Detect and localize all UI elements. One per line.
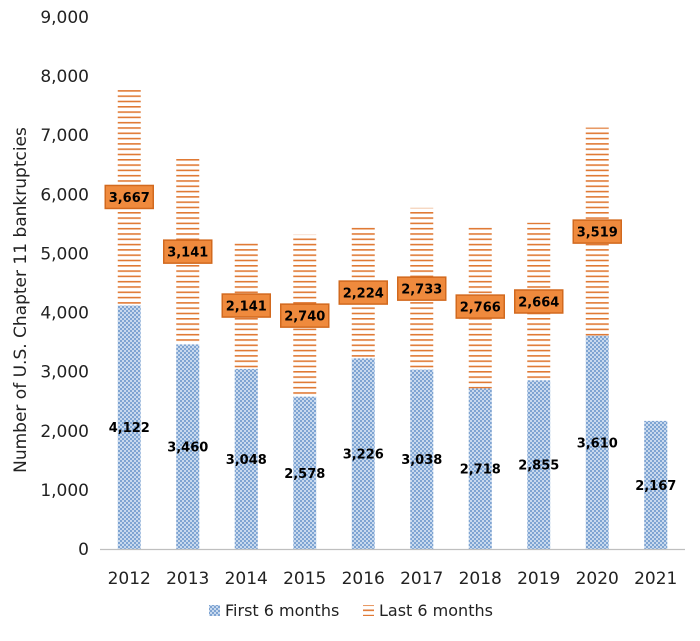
data-label-last-6-months: 3,141 [167, 246, 208, 261]
x-tick-label: 2020 [576, 569, 619, 589]
data-label-first-6-months: 4,122 [109, 421, 150, 436]
legend-label-last-6-months: Last 6 months [379, 601, 493, 620]
x-axis: 2012 2013 2014 2015 2016 2017 2018 2019 2020 2021 [100, 548, 685, 589]
bar-first-6-months [644, 420, 668, 549]
data-label-first-6-months: 2,167 [635, 479, 676, 494]
data-label-box [338, 280, 388, 305]
y-tick-label: 1,000 [40, 481, 89, 501]
data-label-last-6-months: 2,740 [284, 310, 325, 325]
data-label-first-6-months: 2,855 [518, 459, 559, 474]
x-tick-label: 2018 [459, 569, 502, 589]
legend-swatch-last-6-months [363, 605, 374, 616]
x-tick-label: 2013 [166, 569, 209, 589]
x-tick-label: 2017 [400, 569, 443, 589]
bar-first-6-months [351, 358, 375, 549]
bar-first-6-months [293, 396, 317, 549]
y-tick-label: 8,000 [40, 67, 89, 87]
data-label-box [104, 184, 154, 210]
data-label-box [221, 293, 271, 318]
data-label-first-6-months: 3,048 [226, 453, 267, 468]
x-tick-label: 2014 [225, 569, 268, 589]
data-label-box [514, 289, 564, 314]
data-label-box [397, 276, 447, 301]
y-tick-label: 2,000 [40, 422, 89, 442]
bar-first-6-months [234, 368, 258, 549]
data-label-last-6-months: 2,766 [460, 301, 501, 316]
data-label-first-6-months: 3,226 [343, 448, 384, 463]
y-tick-label: 3,000 [40, 363, 89, 383]
x-tick-label: 2019 [517, 569, 560, 589]
bar-first-6-months [176, 344, 200, 549]
data-labels: 4,122 3,667 3,460 3,141 3,048 2,141 2,578 2,740… [104, 184, 676, 494]
data-label-box [572, 219, 622, 244]
legend: First 6 months Last 6 months [209, 601, 493, 620]
bars [117, 88, 668, 549]
x-tick-label: 2016 [342, 569, 385, 589]
data-label-last-6-months: 2,224 [343, 287, 384, 302]
data-label-last-6-months: 2,141 [226, 300, 267, 315]
data-label-first-6-months: 3,038 [401, 453, 442, 468]
data-label-last-6-months: 3,667 [109, 191, 150, 206]
legend-swatch-first-6-months [209, 605, 220, 616]
data-label-last-6-months: 2,733 [401, 283, 442, 298]
bar-first-6-months [527, 380, 551, 549]
data-label-box [280, 303, 330, 328]
y-tick-label: 4,000 [40, 304, 89, 324]
bar-first-6-months [468, 388, 492, 549]
y-tick-label: 9,000 [40, 8, 89, 28]
y-tick-label: 6,000 [40, 185, 89, 205]
data-label-last-6-months: 2,664 [518, 296, 559, 311]
bar-first-6-months [117, 305, 141, 549]
data-label-first-6-months: 2,718 [460, 463, 501, 478]
y-tick-label: 5,000 [40, 244, 89, 264]
bar-first-6-months [410, 369, 434, 549]
data-label-box [455, 294, 505, 319]
legend-label-first-6-months: First 6 months [225, 601, 339, 620]
data-label-first-6-months: 3,460 [167, 441, 208, 456]
data-label-last-6-months: 3,519 [577, 226, 618, 241]
bar-first-6-months [585, 335, 609, 549]
y-axis-title: Number of U.S. Chapter 11 bankruptcies [11, 127, 31, 473]
data-label-first-6-months: 3,610 [577, 436, 618, 451]
y-axis: 0 1,000 2,000 3,000 4,000 5,000 6,000 7,000 8,00… [40, 8, 89, 560]
x-tick-label: 2021 [634, 569, 677, 589]
y-tick-label: 7,000 [40, 126, 89, 146]
y-tick-label: 0 [78, 540, 89, 560]
data-label-box [163, 239, 213, 264]
x-tick-label: 2015 [283, 569, 326, 589]
data-label-first-6-months: 2,578 [284, 467, 325, 482]
x-tick-label: 2012 [108, 569, 151, 589]
